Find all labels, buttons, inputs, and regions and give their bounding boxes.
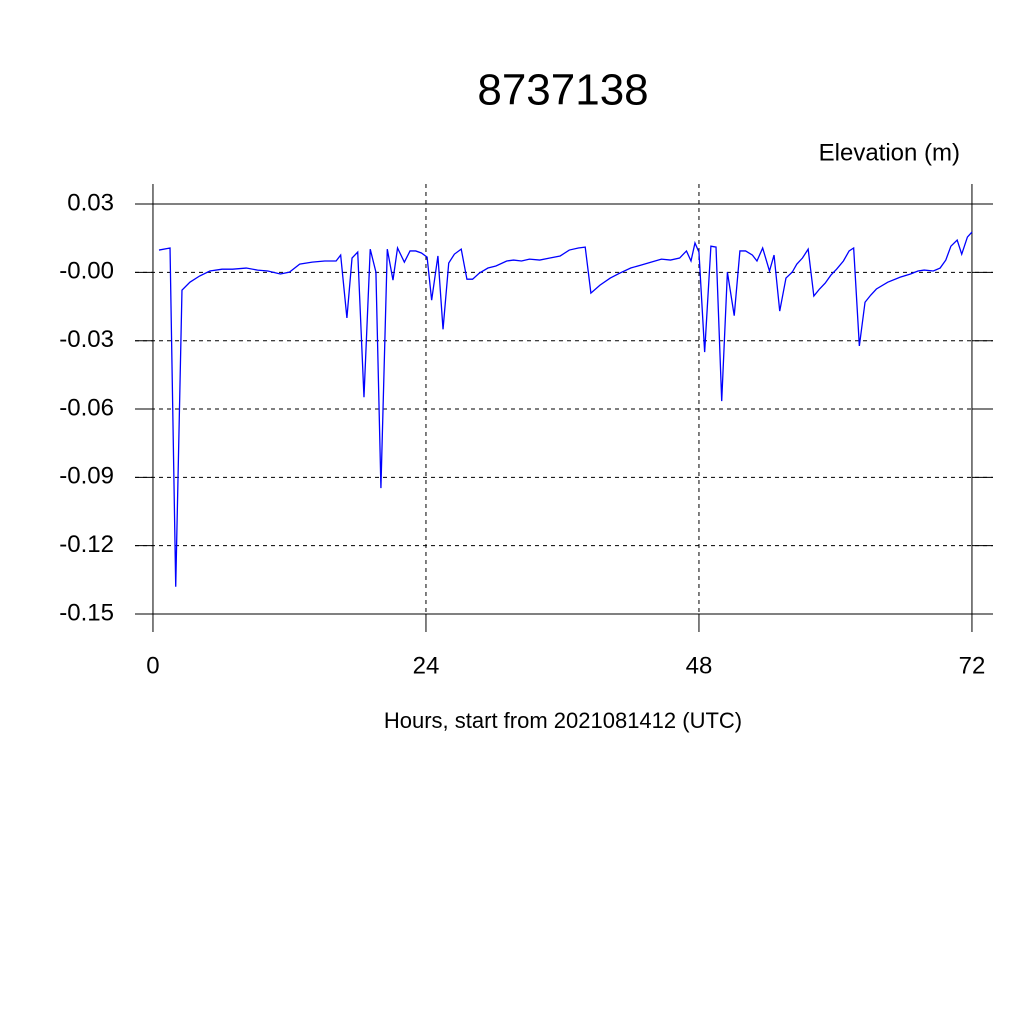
y-tick-label: 0.03 xyxy=(67,189,114,216)
chart-title: 8737138 xyxy=(477,66,648,115)
y-tick-label: -0.12 xyxy=(59,531,114,558)
y-tick-label: -0.00 xyxy=(59,258,114,285)
y-tick-label: -0.06 xyxy=(59,394,114,421)
y-tick-label: -0.09 xyxy=(59,463,114,490)
x-tick-label: 0 xyxy=(146,652,159,679)
x-tick-label: 48 xyxy=(686,652,713,679)
y-axis-label: Elevation (m) xyxy=(819,139,960,166)
x-tick-label: 72 xyxy=(959,652,986,679)
y-tick-label: -0.15 xyxy=(59,599,114,626)
y-tick-label: -0.03 xyxy=(59,326,114,353)
data-line xyxy=(158,231,973,587)
x-axis-label: Hours, start from 2021081412 (UTC) xyxy=(384,708,742,733)
x-tick-label: 24 xyxy=(413,652,440,679)
